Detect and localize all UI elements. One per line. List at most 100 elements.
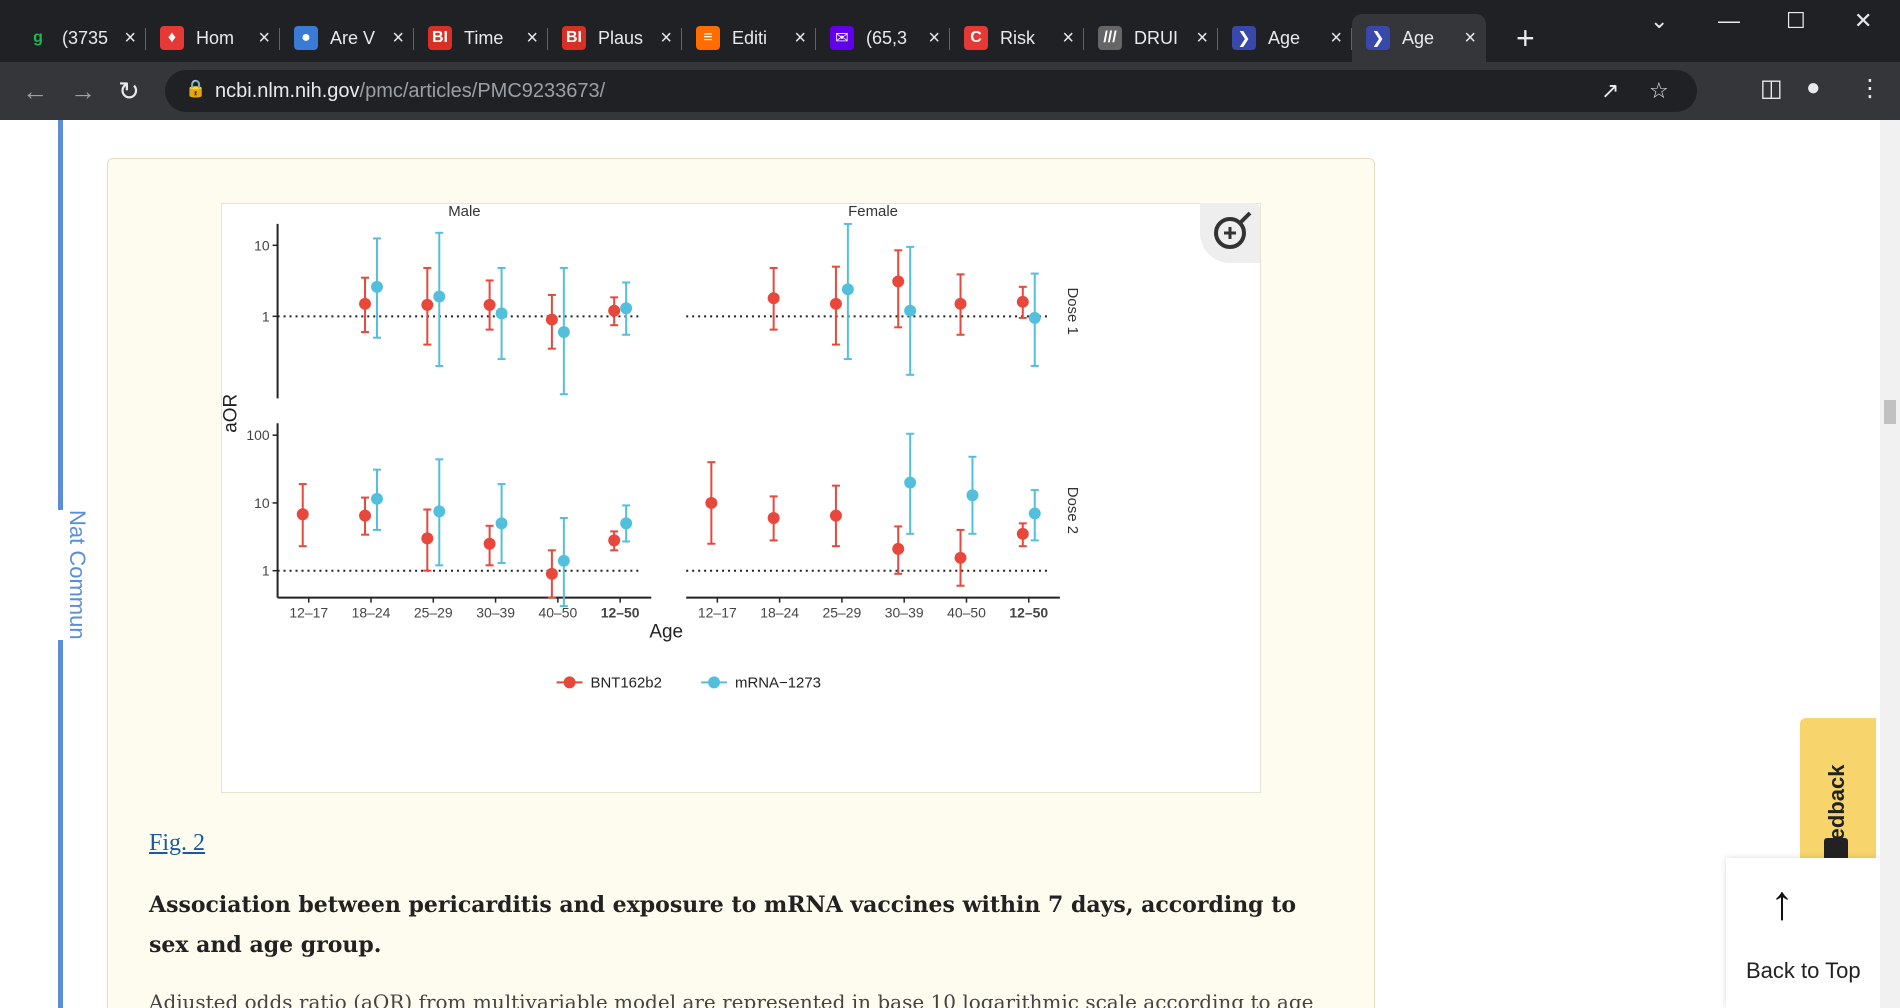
- back-to-top-button[interactable]: ↑ Back to Top: [1726, 858, 1880, 1008]
- browser-tab[interactable]: BI Time ×: [414, 14, 548, 62]
- legend-swatch-point: [708, 676, 721, 689]
- figure-caption: Adjusted odds ratio (aOR) from multivari…: [149, 990, 1314, 1008]
- toolbar: ← → ↻ 🔒 ncbi.nlm.nih.gov/pmc/articles/PM…: [0, 62, 1900, 120]
- tab-close-icon[interactable]: ×: [526, 26, 538, 49]
- tab-separator: [145, 28, 146, 50]
- browser-tab[interactable]: BI Plaus ×: [548, 14, 682, 62]
- tab-close-icon[interactable]: ×: [124, 26, 136, 49]
- tab-close-icon[interactable]: ×: [392, 26, 404, 49]
- estimate-point: [296, 508, 309, 521]
- estimate-point: [421, 532, 434, 545]
- new-tab-button[interactable]: +: [1516, 20, 1535, 56]
- feedback-label: Feedback: [1824, 764, 1849, 867]
- estimate-point: [483, 537, 496, 550]
- x-tick-label: 18–24: [760, 605, 799, 621]
- tab-close-icon[interactable]: ×: [794, 26, 806, 49]
- estimate-point: [954, 297, 967, 310]
- browser-tab[interactable]: ✉ (65,3 ×: [816, 14, 950, 62]
- minimize-icon[interactable]: —: [1718, 8, 1740, 33]
- browser-tab[interactable]: ♦ Hom ×: [146, 14, 280, 62]
- estimate-point: [620, 302, 633, 315]
- estimate-point: [892, 542, 905, 555]
- url-path: /pmc/articles/PMC9233673/: [359, 80, 606, 102]
- tab-favicon-icon: ≡: [696, 26, 720, 50]
- address-bar[interactable]: 🔒 ncbi.nlm.nih.gov/pmc/articles/PMC92336…: [165, 70, 1697, 112]
- url-text[interactable]: ncbi.nlm.nih.gov/pmc/articles/PMC9233673…: [215, 80, 605, 103]
- x-tick-label: 25–29: [823, 605, 862, 621]
- tab-close-icon[interactable]: ×: [1062, 26, 1074, 49]
- tab-search-icon[interactable]: ⌄: [1650, 8, 1669, 33]
- tab-favicon-icon: BI: [562, 26, 586, 50]
- tab-separator: [1217, 28, 1218, 50]
- tab-separator: [815, 28, 816, 50]
- journal-side-label[interactable]: Nat Commun: [42, 510, 90, 640]
- estimate-point: [359, 509, 372, 522]
- legend-label: BNT162b2: [591, 674, 662, 691]
- x-axis-title: Age: [649, 622, 683, 643]
- x-tick-label: 30–39: [885, 605, 924, 621]
- tab-separator: [279, 28, 280, 50]
- estimate-point: [705, 496, 718, 509]
- tab-title: Plaus: [598, 27, 644, 48]
- tab-close-icon[interactable]: ×: [928, 26, 940, 49]
- back-arrow-icon[interactable]: ←: [22, 76, 48, 106]
- y-tick-label: 10: [254, 495, 270, 511]
- tab-title: Age: [1268, 27, 1301, 48]
- reload-icon[interactable]: ↻: [118, 76, 140, 106]
- browser-tab[interactable]: ❯ Age ×: [1218, 14, 1352, 62]
- browser-tab[interactable]: g (3735 ×: [12, 14, 146, 62]
- figure-chart[interactable]: Male Female Dose 1 Dose 2 aOR Age 10 1 100 10 1 12–…: [221, 203, 1261, 793]
- estimate-point: [1016, 527, 1029, 540]
- browser-tab[interactable]: ❯ Age ×: [1352, 14, 1486, 62]
- profile-avatar-icon[interactable]: ●: [1806, 74, 1821, 101]
- tab-close-icon[interactable]: ×: [1330, 26, 1342, 49]
- legend-label: mRNA−1273: [735, 674, 821, 691]
- page-scrollbar[interactable]: [1880, 120, 1900, 1008]
- tab-title: DRUI: [1134, 27, 1178, 48]
- estimate-point: [421, 298, 434, 311]
- browser-tab[interactable]: ● Are V ×: [280, 14, 414, 62]
- estimate-point: [545, 567, 558, 580]
- lock-icon[interactable]: 🔒: [185, 79, 207, 98]
- y-axis-title: aOR: [221, 394, 242, 433]
- menu-kebab-icon[interactable]: ⋮: [1858, 75, 1882, 102]
- estimate-point: [433, 505, 446, 518]
- close-window-icon[interactable]: ✕: [1854, 8, 1873, 33]
- tab-title: Hom: [196, 27, 235, 48]
- x-tick-label: 40–50: [538, 605, 577, 621]
- estimate-point: [359, 297, 372, 310]
- tab-separator: [413, 28, 414, 50]
- browser-tab[interactable]: C Risk ×: [950, 14, 1084, 62]
- figure-title: Association between pericarditis and exp…: [149, 892, 1297, 958]
- tab-title: (3735: [62, 27, 109, 48]
- scrollbar-thumb[interactable]: [1884, 400, 1896, 424]
- tab-title: Editi: [732, 27, 768, 48]
- browser-tab[interactable]: ≡ Editi ×: [682, 14, 816, 62]
- zoom-figure-button[interactable]: [1200, 203, 1260, 263]
- estimate-point: [904, 476, 917, 489]
- x-tick-label: 25–29: [414, 605, 453, 621]
- tab-close-icon[interactable]: ×: [258, 26, 270, 49]
- tab-close-icon[interactable]: ×: [1196, 26, 1208, 49]
- forward-arrow-icon[interactable]: →: [70, 76, 96, 106]
- tab-strip: g (3735 × ♦ Hom × ● Are V × BI Time × BI Plaus × ≡ Editi…: [0, 0, 1900, 62]
- bookmark-star-icon[interactable]: ☆: [1649, 78, 1669, 103]
- tab-close-icon[interactable]: ×: [660, 26, 672, 49]
- estimate-point: [433, 290, 446, 303]
- article-page: Nat Commun Male Female Dose 1 Dose 2 aOR Age 1…: [0, 120, 1880, 1008]
- x-tick-label: 18–24: [352, 605, 391, 621]
- maximize-icon[interactable]: ☐: [1786, 8, 1806, 33]
- x-tick-label: 12–17: [698, 605, 737, 621]
- estimate-point: [829, 509, 842, 522]
- figure-link[interactable]: Fig. 2: [149, 830, 206, 856]
- estimate-point: [1016, 295, 1029, 308]
- tab-favicon-icon: BI: [428, 26, 452, 50]
- share-icon[interactable]: ↗: [1601, 78, 1620, 103]
- tab-close-icon[interactable]: ×: [1464, 26, 1476, 49]
- estimate-point: [966, 489, 979, 502]
- side-panel-icon[interactable]: ◫: [1760, 75, 1783, 102]
- y-tick-label: 1: [262, 563, 270, 579]
- estimate-point: [495, 307, 508, 320]
- estimate-point: [483, 298, 496, 311]
- browser-tab[interactable]: /// DRUI ×: [1084, 14, 1218, 62]
